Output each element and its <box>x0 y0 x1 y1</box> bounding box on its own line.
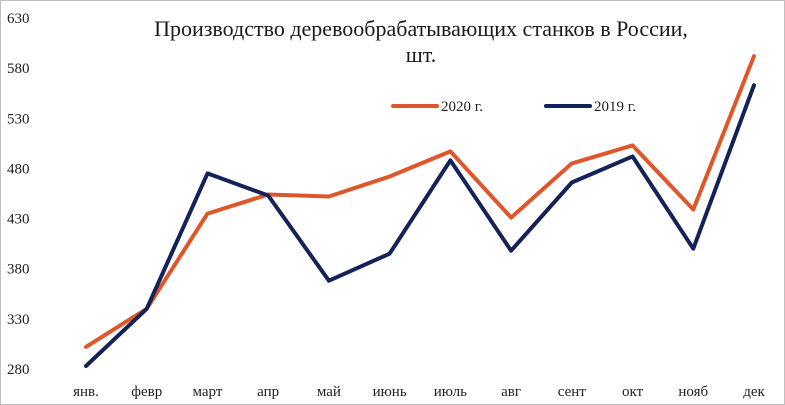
series-line-1 <box>84 54 756 349</box>
series-line-2 <box>84 83 756 368</box>
x-tick-label: февр <box>131 384 162 400</box>
series-lines <box>84 54 756 368</box>
x-tick-label: апр <box>257 384 279 400</box>
y-tick-label: 630 <box>7 11 30 27</box>
x-tick-label: июль <box>434 384 467 400</box>
x-tick-label: сент <box>558 384 587 400</box>
legend-label-2: 2019 г. <box>594 99 636 115</box>
x-tick-label: март <box>193 384 223 400</box>
legend-label-1: 2020 г. <box>441 99 483 115</box>
x-tick-label: окт <box>622 384 644 400</box>
chart-title: Производство деревообрабатывающих станко… <box>154 16 688 67</box>
x-tick-label: май <box>317 384 341 400</box>
y-axis: 280 330 380 430 480 530 580 630 <box>7 11 30 378</box>
y-tick-label: 280 <box>7 362 30 378</box>
y-tick-label: 530 <box>7 111 30 127</box>
y-tick-label: 380 <box>7 262 30 278</box>
chart-title-line-2: шт. <box>406 42 436 67</box>
y-tick-label: 480 <box>7 161 30 177</box>
y-tick-label: 430 <box>7 212 30 228</box>
x-tick-label: июнь <box>373 384 407 400</box>
x-tick-label: дек <box>743 384 765 400</box>
x-tick-label: нояб <box>678 384 708 400</box>
x-tick-label: янв. <box>73 384 99 400</box>
x-axis: янв. февр март апр май июнь июль авг сент окт нояб… <box>73 384 765 400</box>
y-tick-label: 330 <box>7 312 30 328</box>
legend: 2020 г. 2019 г. <box>391 99 636 115</box>
x-tick-label: авг <box>501 384 521 400</box>
chart-title-line-1: Производство деревообрабатывающих станко… <box>154 16 688 41</box>
y-tick-label: 580 <box>7 61 30 77</box>
